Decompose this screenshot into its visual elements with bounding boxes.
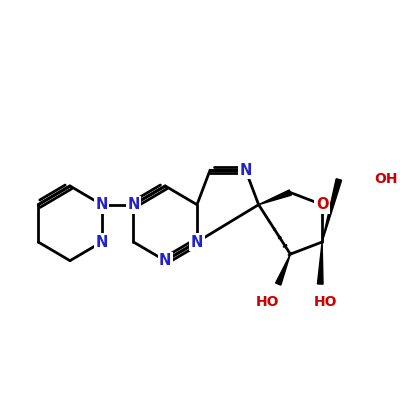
Text: O: O [316, 197, 328, 212]
Text: OH: OH [374, 172, 398, 186]
Polygon shape [259, 190, 291, 205]
Text: N: N [127, 197, 140, 212]
Polygon shape [276, 254, 290, 285]
Polygon shape [318, 242, 323, 284]
Text: HO: HO [256, 295, 280, 309]
Text: HO: HO [314, 295, 338, 309]
Polygon shape [322, 179, 342, 242]
Text: N: N [159, 253, 172, 268]
Text: N: N [239, 163, 252, 178]
Text: N: N [191, 234, 203, 250]
Text: N: N [96, 197, 108, 212]
Text: N: N [96, 234, 108, 250]
